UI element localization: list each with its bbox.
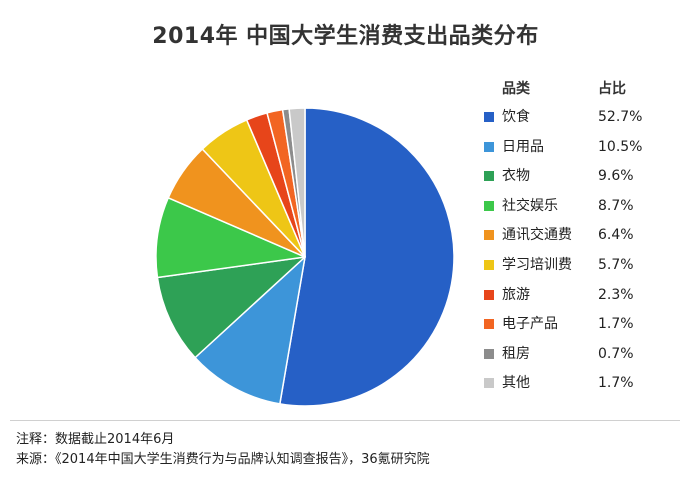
legend-item: 学习培训费 5.7%: [480, 255, 690, 275]
legend-item: 电子产品 1.7%: [480, 314, 690, 334]
legend-item: 旅游 2.3%: [480, 285, 690, 305]
legend-item: 饮食 52.7%: [480, 107, 690, 127]
legend-label: 通讯交通费: [502, 227, 572, 244]
legend-value: 6.4%: [598, 227, 634, 244]
legend-swatch: [484, 319, 494, 330]
legend-header-category: 品类: [502, 81, 530, 97]
chart-title: 2014年 中国大学生消费支出品类分布: [152, 24, 539, 49]
legend-swatch: [484, 378, 494, 389]
legend-value: 0.7%: [598, 345, 634, 362]
legend-swatch: [484, 289, 494, 300]
legend-label: 饮食: [502, 109, 530, 125]
pie-slice-2: [156, 256, 306, 359]
legend-item: 衣物 9.6%: [480, 166, 690, 186]
legend-item: 日用品 10.5%: [480, 137, 690, 157]
legend-swatch: [484, 260, 494, 270]
legend-label: 其他: [502, 375, 530, 392]
legend-swatch: [484, 112, 494, 122]
legend-value: 2.3%: [598, 286, 634, 303]
legend-swatch: [484, 348, 494, 359]
pie-slice-1: [194, 256, 306, 405]
legend-value: 52.7%: [598, 109, 643, 125]
footer-note: 注释：数据截止2014年6月: [16, 432, 175, 447]
legend-value: 1.7%: [598, 316, 634, 333]
legend-value: 8.7%: [598, 197, 634, 214]
pie-slice-3: [155, 197, 306, 279]
legend-item: 社交娱乐 8.7%: [480, 196, 690, 216]
legend-label: 学习培训费: [502, 257, 572, 273]
legend-label: 日用品: [502, 138, 544, 155]
pie-slice-9: [288, 107, 306, 258]
legend-value: 5.7%: [598, 257, 634, 273]
legend-label: 衣物: [502, 168, 530, 185]
legend-label: 社交娱乐: [502, 197, 558, 214]
pie-slice-0: [279, 107, 455, 407]
legend-item: 其他 1.7%: [480, 373, 690, 393]
footer-source: 来源：《2014年中国大学生消费行为与品牌认知调查报告》，36氪研究院: [16, 452, 430, 467]
legend-swatch: [484, 171, 494, 182]
legend-header-share: 占比: [598, 81, 626, 97]
legend-label: 旅游: [502, 286, 530, 303]
footer-divider: [10, 420, 680, 421]
legend-swatch: [484, 200, 494, 211]
legend-swatch: [484, 230, 494, 241]
legend-swatch: [484, 141, 494, 152]
legend-value: 1.7%: [598, 375, 634, 392]
legend-item: 通讯交通费 6.4%: [480, 225, 690, 245]
legend-label: 电子产品: [502, 316, 558, 333]
legend-value: 10.5%: [598, 138, 643, 155]
legend-label: 租房: [502, 345, 530, 362]
legend-item: 租房 0.7%: [480, 344, 690, 364]
legend-value: 9.6%: [598, 168, 634, 185]
